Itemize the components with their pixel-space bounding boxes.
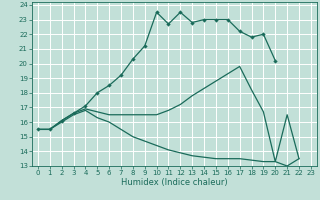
X-axis label: Humidex (Indice chaleur): Humidex (Indice chaleur) — [121, 178, 228, 187]
